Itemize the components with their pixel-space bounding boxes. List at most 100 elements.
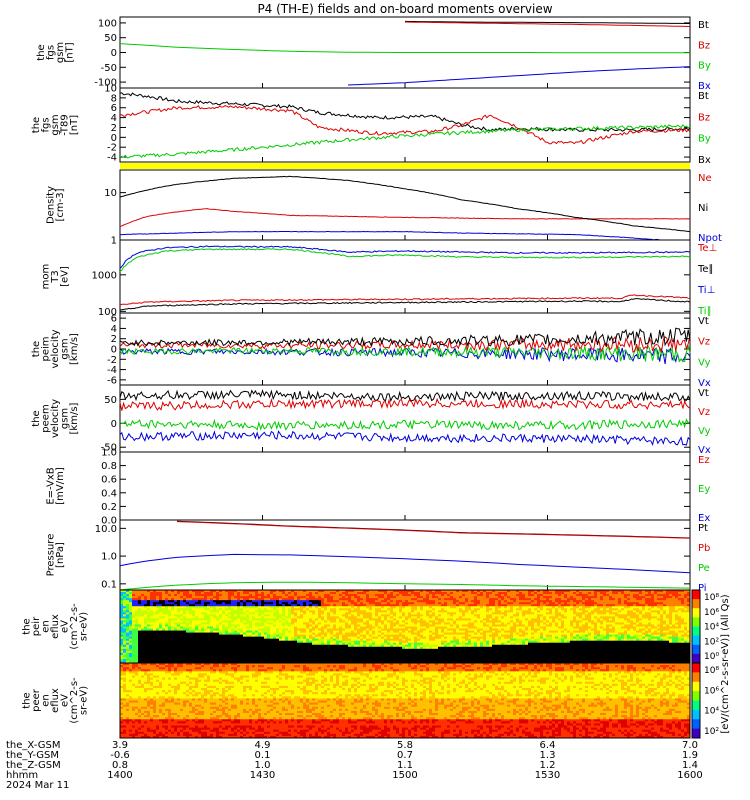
spectrogram-cell	[426, 600, 430, 603]
spectrogram-cell	[231, 646, 235, 650]
spectrogram-cell	[453, 642, 457, 646]
series-Pe	[119, 581, 691, 591]
spectrogram-cell	[189, 626, 193, 629]
spectrogram-cell	[219, 598, 223, 601]
spectrogram-cell	[414, 600, 418, 603]
spectrogram-cell	[246, 660, 250, 664]
spectrogram-cell	[135, 594, 139, 597]
spectrogram-cell	[426, 626, 430, 629]
spectrogram-cell	[429, 610, 433, 613]
spectrogram-cell	[273, 590, 277, 593]
spectrogram-cell	[300, 624, 304, 627]
spectrogram-cell	[270, 636, 274, 640]
spectrogram-cell	[447, 656, 451, 660]
spectrogram-cell	[246, 624, 250, 627]
spectrogram-cell	[420, 602, 424, 605]
spectrogram-cell	[378, 600, 382, 603]
spectrogram-cell	[381, 630, 385, 633]
spectrogram-cell	[321, 600, 325, 603]
spectrogram-cell	[345, 594, 349, 597]
spectrogram-cell	[477, 652, 481, 656]
spectrogram-cell	[201, 652, 205, 656]
spectrogram-cell	[366, 646, 370, 650]
spectrogram-cell	[447, 630, 451, 633]
spectrogram-cell	[246, 630, 250, 633]
spectrogram-cell	[138, 618, 142, 621]
spectrogram-cell	[144, 636, 148, 640]
spectrogram-cell	[447, 636, 451, 640]
spectrogram-cell	[177, 634, 181, 638]
spectrogram-cell	[420, 592, 424, 595]
spectrogram-cell	[438, 630, 442, 633]
spectrogram-cell	[210, 602, 214, 605]
spectrogram-cell	[225, 626, 229, 629]
spectrogram-cell	[186, 632, 190, 636]
spectrogram-cell	[426, 598, 430, 601]
spectrogram-cell	[384, 598, 388, 601]
spectrogram-cell	[411, 630, 415, 633]
spectrogram-cell	[225, 660, 229, 664]
spectrogram-cell	[363, 640, 367, 644]
spectrogram-cell	[216, 596, 220, 599]
spectrogram-cell	[474, 614, 478, 617]
spectrogram-cell	[270, 608, 274, 611]
spectrogram-cell	[159, 622, 163, 625]
spectrogram-cell	[414, 612, 418, 615]
spectrogram-cell	[156, 636, 160, 640]
spectrogram-cell	[252, 632, 256, 636]
spectrogram-cell	[459, 608, 463, 611]
spectrogram-cell	[345, 634, 349, 638]
spectrogram-cell	[234, 654, 238, 658]
spectrogram-cell	[438, 622, 442, 625]
spectrogram-cell	[288, 640, 292, 644]
spectrogram-cell	[411, 634, 415, 638]
spectrogram-cell	[309, 642, 313, 646]
spectrogram-cell	[387, 616, 391, 619]
spectrogram-cell	[291, 650, 295, 654]
spectrogram-cell	[126, 600, 130, 603]
spectrogram-cell	[276, 658, 280, 662]
spectrogram-cell	[228, 650, 232, 654]
spectrogram-cell	[267, 628, 271, 631]
spectrogram-cell	[477, 614, 481, 617]
spectrogram-cell	[450, 658, 454, 662]
spectrogram-cell	[351, 656, 355, 660]
spectrogram-cell	[141, 614, 145, 617]
spectrogram-cell	[294, 642, 298, 646]
spectrogram-cell	[390, 592, 394, 595]
spectrogram-cell	[459, 646, 463, 650]
spectrogram-cell	[132, 614, 136, 617]
spectrogram-cell	[192, 642, 196, 646]
spectrogram-cell	[147, 598, 151, 601]
spectrogram-cell	[414, 606, 418, 609]
spectrogram-cell	[324, 626, 328, 629]
spectrogram-cell	[207, 606, 211, 609]
spectrogram-cell	[189, 660, 193, 664]
spectrogram-cell	[333, 622, 337, 625]
spectrogram-cell	[339, 648, 343, 652]
spectrogram-cell	[357, 616, 361, 619]
spectrogram-cell	[336, 622, 340, 625]
spectrogram-cell	[396, 592, 400, 595]
spectrogram-cell	[126, 634, 130, 638]
spectrogram-cell	[378, 650, 382, 654]
spectrogram-cell	[381, 602, 385, 605]
spectrogram-cell	[210, 650, 214, 654]
spectrogram-cell	[246, 644, 250, 648]
spectrogram-cell	[399, 640, 403, 644]
spectrogram-cell	[246, 628, 250, 631]
spectrogram-cell	[207, 624, 211, 627]
spectrogram-cell	[270, 640, 274, 644]
spectrogram-cell	[417, 630, 421, 633]
spectrogram-cell	[264, 660, 268, 664]
spectrogram-cell	[339, 638, 343, 642]
spectrogram-cell	[219, 622, 223, 625]
spectrogram-cell	[222, 652, 226, 656]
legend-Pb: Pb	[698, 543, 710, 554]
spectrogram-cell	[462, 618, 466, 621]
spectrogram-cell	[279, 646, 283, 650]
spectrogram-cell	[330, 610, 334, 613]
spectrogram-cell	[210, 646, 214, 650]
spectrogram-cell	[465, 658, 469, 662]
spectrogram-cell	[471, 628, 475, 631]
